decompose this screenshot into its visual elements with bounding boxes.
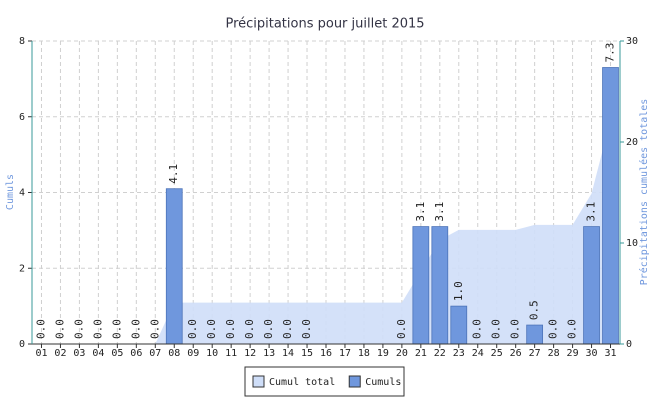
- x-tick-label: 07: [149, 348, 161, 359]
- x-tick-label: 09: [187, 348, 199, 359]
- y2-tick-label: 30: [626, 36, 638, 47]
- value-label: 0.0: [566, 319, 579, 339]
- y2-tick-label: 0: [626, 339, 632, 350]
- x-tick-label: 05: [111, 348, 123, 359]
- x-tick-label: 19: [377, 348, 389, 359]
- x-tick-label: 13: [263, 348, 275, 359]
- value-label: 0.0: [186, 319, 199, 339]
- legend-label: Cumuls: [365, 377, 401, 388]
- value-label: 0.0: [395, 319, 408, 339]
- value-label: 0.5: [528, 300, 541, 320]
- x-tick-label: 30: [586, 348, 598, 359]
- legend-label: Cumul total: [269, 377, 335, 388]
- bar: [450, 305, 468, 345]
- value-label: 0.0: [547, 319, 560, 339]
- value-label: 0.0: [129, 319, 142, 339]
- x-tick-label: 04: [92, 348, 104, 359]
- bar: [602, 67, 619, 345]
- x-tick-label: 08: [168, 348, 180, 359]
- x-tick-label: 02: [54, 348, 66, 359]
- y-tick-label: 0: [19, 339, 25, 350]
- x-tick-label: 18: [358, 348, 370, 359]
- x-tick-label: 14: [282, 348, 294, 359]
- value-label: 0.0: [110, 319, 123, 339]
- value-label: 0.0: [490, 319, 503, 339]
- x-tick-label: 26: [510, 348, 522, 359]
- y2-tick-label: 10: [626, 238, 638, 249]
- value-label: 0.0: [300, 319, 313, 339]
- x-tick-label: 29: [567, 348, 579, 359]
- x-tick-label: 27: [529, 348, 541, 359]
- bar: [165, 188, 183, 345]
- chart-title: Précipitations pour juillet 2015: [225, 17, 424, 32]
- x-tick-label: 22: [434, 348, 446, 359]
- value-label: 0.0: [53, 319, 66, 339]
- x-tick-label: 23: [453, 348, 465, 359]
- value-label: 0.0: [91, 319, 104, 339]
- value-label: 3.1: [585, 202, 598, 222]
- x-tick-label: 25: [491, 348, 503, 359]
- y2-axis-label: Précipitations cumulées totales: [638, 99, 650, 286]
- x-tick-label: 17: [339, 348, 351, 359]
- y-tick-label: 4: [19, 188, 25, 199]
- area: [41, 119, 611, 344]
- legend-box: [244, 366, 405, 397]
- bar: [526, 324, 544, 345]
- value-label: 1.0: [452, 281, 465, 301]
- bar: [583, 226, 600, 345]
- x-tick-label: 06: [130, 348, 142, 359]
- x-tick-label: 21: [415, 348, 427, 359]
- y-tick-label: 2: [19, 263, 25, 274]
- bar: [431, 226, 449, 345]
- y-tick-label: 6: [19, 112, 25, 123]
- x-tick-label: 03: [73, 348, 85, 359]
- x-tick-label: 15: [301, 348, 313, 359]
- x-tick-label: 20: [396, 348, 408, 359]
- value-label: 0.0: [262, 319, 275, 339]
- x-tick-label: 24: [472, 348, 484, 359]
- value-label: 3.1: [433, 202, 446, 222]
- bar: [412, 226, 430, 345]
- value-label: 0.0: [509, 319, 522, 339]
- x-tick-label: 01: [35, 348, 47, 359]
- value-label: 4.1: [167, 164, 180, 184]
- value-label: 0.0: [205, 319, 218, 339]
- value-label: 7.3: [604, 43, 617, 63]
- value-label: 0.0: [243, 319, 256, 339]
- value-label: 0.0: [224, 319, 237, 339]
- value-label: 0.0: [34, 319, 47, 339]
- x-tick-label: 31: [604, 348, 616, 359]
- x-tick-label: 10: [206, 348, 218, 359]
- value-label: 0.0: [72, 319, 85, 339]
- value-label: 0.0: [471, 319, 484, 339]
- x-tick-label: 11: [225, 348, 237, 359]
- y2-tick-label: 20: [626, 137, 638, 148]
- value-label: 3.1: [414, 202, 427, 222]
- value-label: 0.0: [148, 319, 161, 339]
- legend-swatch: [348, 375, 361, 388]
- legend-swatch: [252, 375, 265, 388]
- value-label: 0.0: [281, 319, 294, 339]
- y-axis-label: Cumuls: [5, 174, 16, 210]
- x-tick-label: 28: [548, 348, 560, 359]
- x-tick-label: 16: [320, 348, 332, 359]
- x-tick-label: 12: [244, 348, 256, 359]
- y-tick-label: 8: [19, 36, 25, 47]
